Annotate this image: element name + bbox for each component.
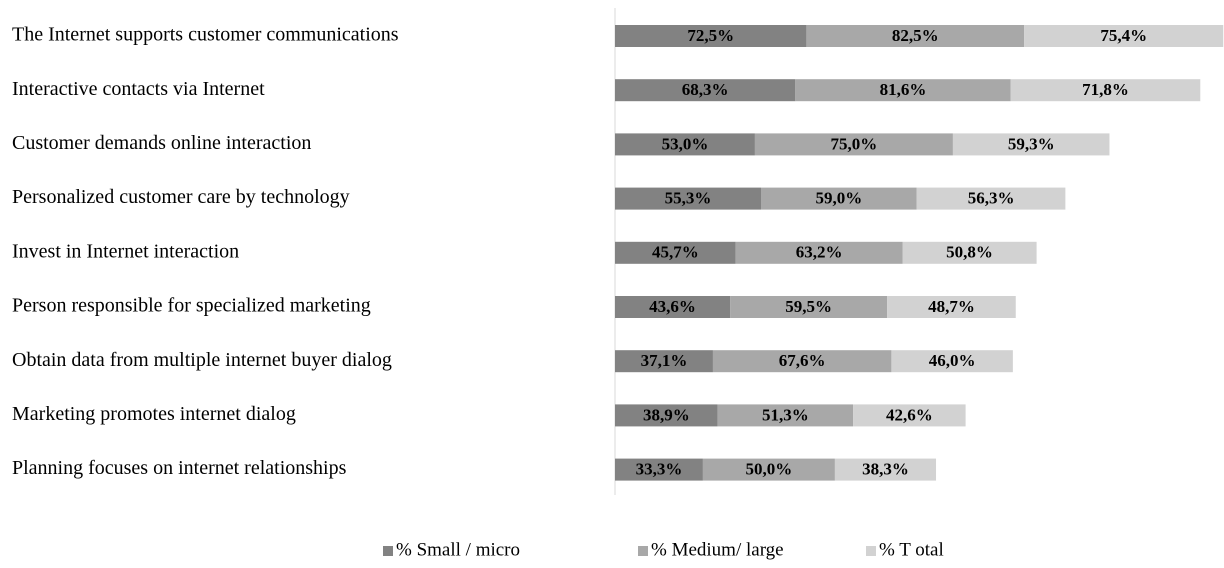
data-label: 82,5%: [892, 26, 939, 45]
bar-segment: [615, 296, 731, 318]
data-label: 46,0%: [929, 351, 976, 370]
bar-segment: [1010, 79, 1201, 102]
legend-label: % Small / micro: [396, 539, 520, 560]
category-label: Customer demands online interaction: [12, 132, 311, 154]
bar-segment: [615, 133, 755, 156]
bar-segment: [853, 404, 966, 427]
data-label: 45,7%: [652, 243, 699, 262]
bar-segment: [902, 241, 1037, 264]
legend-label: % T otal: [879, 539, 944, 560]
bar-segment: [834, 458, 937, 481]
legend-swatch: [638, 546, 648, 556]
data-label: 33,3%: [636, 460, 683, 479]
bar-segment: [717, 404, 854, 427]
data-label: 50,0%: [746, 460, 793, 479]
data-label: 67,6%: [779, 351, 826, 370]
category-label: The Internet supports customer communica…: [12, 24, 399, 46]
category-label: Planning focuses on internet relationshi…: [12, 457, 347, 479]
bar-segment: [702, 458, 835, 481]
category-label: Marketing promotes internet dialog: [12, 403, 296, 425]
data-label: 59,5%: [785, 297, 832, 316]
bar-segment: [916, 187, 1066, 210]
data-label: 63,2%: [796, 243, 843, 262]
category-label: Personalized customer care by technology: [12, 186, 350, 208]
data-label: 59,3%: [1008, 134, 1055, 153]
data-label: 72,5%: [687, 26, 734, 45]
bar-segment: [952, 133, 1110, 156]
bar-segment: [615, 350, 713, 373]
category-label: Interactive contacts via Internet: [12, 78, 265, 100]
bar-segment: [615, 187, 761, 210]
data-label: 38,9%: [643, 405, 690, 424]
data-label: 38,3%: [862, 460, 909, 479]
bar-segment: [887, 296, 1016, 318]
bar-segment: [615, 79, 796, 102]
category-label: Invest in Internet interaction: [12, 240, 239, 262]
legend-swatch: [866, 546, 876, 556]
data-label: 59,0%: [815, 189, 862, 208]
data-label: 71,8%: [1082, 80, 1129, 99]
legend-label: % Medium/ large: [651, 539, 784, 560]
bar-segment: [712, 350, 892, 373]
bar-segment: [615, 458, 703, 481]
data-label: 43,6%: [649, 297, 696, 316]
bar-segment: [615, 404, 718, 427]
bar-segment: [615, 241, 736, 264]
data-label: 48,7%: [928, 297, 975, 316]
bar-segment: [730, 296, 888, 318]
category-label: Obtain data from multiple internet buyer…: [12, 349, 392, 371]
data-label: 56,3%: [968, 189, 1015, 208]
bar-segment: [806, 25, 1025, 47]
bar-segment: [735, 241, 903, 264]
data-label: 50,8%: [946, 243, 993, 262]
bar-segment: [615, 25, 807, 47]
bar-segment: [1024, 25, 1224, 47]
data-label: 53,0%: [662, 134, 709, 153]
data-label: 37,1%: [641, 351, 688, 370]
data-label: 42,6%: [886, 405, 933, 424]
bar-segment: [891, 350, 1013, 373]
data-label: 75,0%: [831, 134, 878, 153]
legend-swatch: [383, 546, 393, 556]
bar-segment: [754, 133, 953, 156]
category-label: Person responsible for specialized marke…: [12, 295, 371, 317]
data-label: 55,3%: [665, 189, 712, 208]
data-label: 75,4%: [1100, 26, 1147, 45]
data-label: 51,3%: [762, 405, 809, 424]
data-label: 81,6%: [880, 80, 927, 99]
bar-segment: [760, 187, 917, 210]
data-label: 68,3%: [682, 80, 729, 99]
bar-segment: [795, 79, 1011, 102]
